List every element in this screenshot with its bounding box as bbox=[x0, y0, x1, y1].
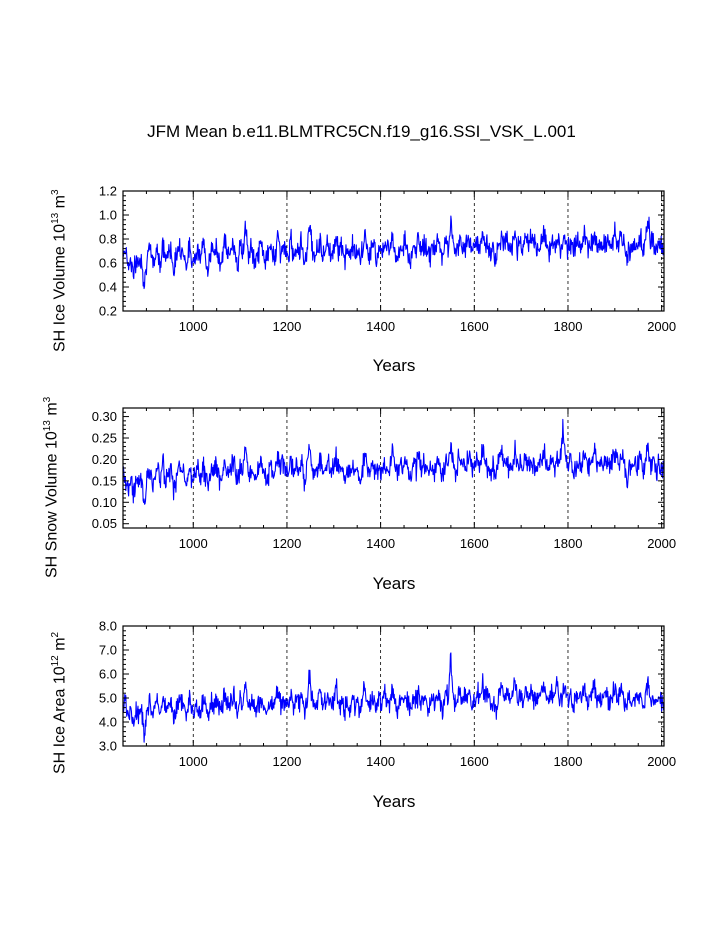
x-axis-label: Years bbox=[372, 356, 416, 375]
series-line bbox=[122, 418, 665, 505]
x-axis-label: Years bbox=[372, 792, 416, 811]
ice-area-plot: 1000 1200 1400 1600 1800 2000 3.0 4.0 5.0 6.0 7.0 8… bbox=[99, 619, 676, 770]
y-tick-label: 0.8 bbox=[99, 232, 117, 247]
x-tick-label: 1800 bbox=[554, 754, 583, 769]
y-tick-label: 0.2 bbox=[99, 304, 117, 319]
y-tick-label: 4.0 bbox=[99, 715, 117, 730]
snow-volume-plot: 1000 1200 1400 1600 1800 2000 0.05 0.10 0.15 0.20… bbox=[92, 407, 676, 551]
y-tick-label: 0.4 bbox=[99, 280, 117, 295]
y-tick-label: 5.0 bbox=[99, 691, 117, 706]
y-tick-label: 8.0 bbox=[99, 619, 117, 634]
x-axis-label: Years bbox=[372, 574, 416, 593]
y-tick-label: 0.25 bbox=[92, 431, 117, 446]
x-tick-label: 1600 bbox=[460, 319, 489, 334]
y-tick-label: 1.2 bbox=[99, 184, 117, 199]
x-tick-label: 1000 bbox=[179, 536, 208, 551]
x-tick-label: 1200 bbox=[272, 754, 301, 769]
x-tick-label: 2000 bbox=[647, 536, 676, 551]
plot-frame bbox=[122, 625, 665, 747]
x-tick-label: 1000 bbox=[179, 754, 208, 769]
y-tick-label: 0.30 bbox=[92, 409, 117, 424]
x-tick-label: 1600 bbox=[460, 536, 489, 551]
x-tick-label: 1200 bbox=[272, 536, 301, 551]
y-tick-label: 0.6 bbox=[99, 256, 117, 271]
x-tick-label: 1600 bbox=[460, 754, 489, 769]
series-line bbox=[122, 215, 665, 290]
x-tick-label: 1000 bbox=[179, 319, 208, 334]
y-tick-label: 7.0 bbox=[99, 643, 117, 658]
x-tick-label: 1400 bbox=[366, 319, 395, 334]
plot-frame bbox=[122, 190, 665, 312]
y-tick-label: 0.15 bbox=[92, 473, 117, 488]
series-line bbox=[122, 652, 665, 743]
chart-panel-ice-volume: SH Ice Volume 1013 m3 1000 1200 1400 1600 18… bbox=[0, 160, 723, 390]
y-tick-label: 1.0 bbox=[99, 208, 117, 223]
y-tick-label: 6.0 bbox=[99, 667, 117, 682]
page-title: JFM Mean b.e11.BLMTRC5CN.f19_g16.SSI_VSK… bbox=[147, 122, 576, 141]
x-tick-label: 1200 bbox=[272, 319, 301, 334]
chart-panel-ice-area: SH Ice Area 1012 m2 1000 1200 1400 1600 1800… bbox=[0, 595, 723, 825]
x-tick-label: 2000 bbox=[647, 319, 676, 334]
y-tick-label: 0.10 bbox=[92, 495, 117, 510]
chart-panel-snow-volume: SH Snow Volume 1013 m3 1000 1200 1400 1600 1… bbox=[0, 377, 723, 607]
y-tick-label: 0.05 bbox=[92, 516, 117, 531]
x-tick-label: 1400 bbox=[366, 754, 395, 769]
y-tick-label: 3.0 bbox=[99, 739, 117, 754]
y-tick-label: 0.20 bbox=[92, 452, 117, 467]
x-tick-label: 1800 bbox=[554, 319, 583, 334]
ice-volume-plot: 1000 1200 1400 1600 1800 2000 0.2 0.4 0.6 0.8 1.0 1… bbox=[99, 184, 676, 335]
x-tick-label: 2000 bbox=[647, 754, 676, 769]
x-tick-label: 1400 bbox=[366, 536, 395, 551]
x-tick-label: 1800 bbox=[554, 536, 583, 551]
